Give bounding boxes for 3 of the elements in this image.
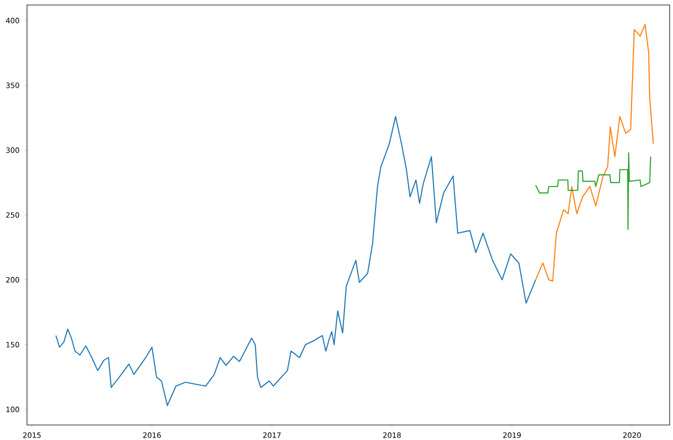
line-series bbox=[55, 116, 536, 406]
line-series bbox=[535, 152, 652, 230]
line-series bbox=[535, 24, 654, 282]
